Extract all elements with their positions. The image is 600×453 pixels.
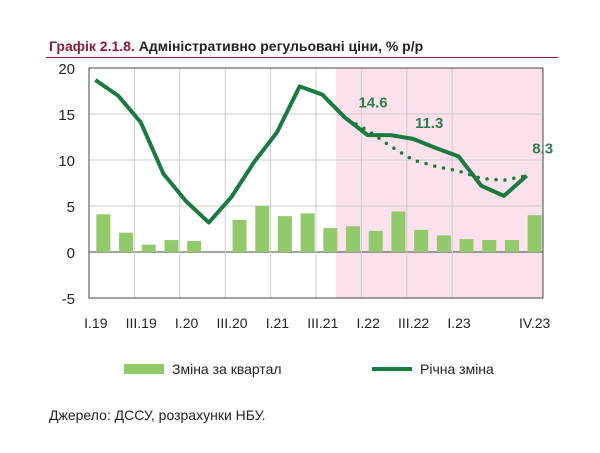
y-tick-label: 0 <box>67 245 75 262</box>
bar <box>300 213 315 252</box>
bar <box>436 235 451 252</box>
bar <box>96 214 111 252</box>
x-tick-label: III.20 <box>216 315 247 331</box>
source-note: Джерело: ДССУ, розрахунки НБУ. <box>49 407 266 423</box>
bar <box>414 229 429 252</box>
y-tick-label: 10 <box>58 153 75 170</box>
bar <box>164 240 179 252</box>
x-tick-label: III.22 <box>398 315 429 331</box>
bar <box>141 244 156 252</box>
y-tick-label: 15 <box>58 107 75 124</box>
legend-bar: Зміна за квартал <box>124 361 282 377</box>
bar <box>346 226 361 252</box>
chart-title: Графік 2.1.8. Адміністративно регульован… <box>49 38 424 54</box>
bar <box>323 228 338 252</box>
x-tick-label: III.19 <box>126 315 157 331</box>
forecast-shade <box>335 68 543 298</box>
bar <box>482 240 497 252</box>
x-tick-label: I.21 <box>266 315 290 331</box>
title-rule <box>46 57 558 58</box>
annual-change-line <box>94 78 528 225</box>
bar <box>459 239 474 252</box>
x-tick-label: I.23 <box>447 315 471 331</box>
bar <box>391 211 406 252</box>
bar <box>187 240 202 252</box>
bar <box>255 206 270 252</box>
y-tick-label: 20 <box>58 61 75 78</box>
x-tick-label: I.20 <box>175 315 199 331</box>
bar <box>504 240 519 252</box>
x-tick-label: IV.23 <box>519 315 551 331</box>
legend-line-swatch <box>372 367 412 371</box>
legend-line: Річна зміна <box>372 361 494 377</box>
x-tick-label: III.21 <box>307 315 338 331</box>
bar <box>368 230 383 252</box>
data-label: 8.3 <box>532 141 553 158</box>
data-label: 14.6 <box>358 95 387 112</box>
bar <box>527 215 542 252</box>
x-tick-label: I.19 <box>84 315 108 331</box>
y-tick-label: -5 <box>62 291 75 308</box>
y-tick-label: 5 <box>67 199 75 216</box>
legend-bar-swatch <box>124 364 164 374</box>
bar <box>277 216 292 252</box>
x-tick-label: I.22 <box>357 315 381 331</box>
plot-frame <box>88 67 544 299</box>
data-label: 11.3 <box>415 115 443 132</box>
bar <box>232 219 247 252</box>
bar <box>119 232 134 252</box>
